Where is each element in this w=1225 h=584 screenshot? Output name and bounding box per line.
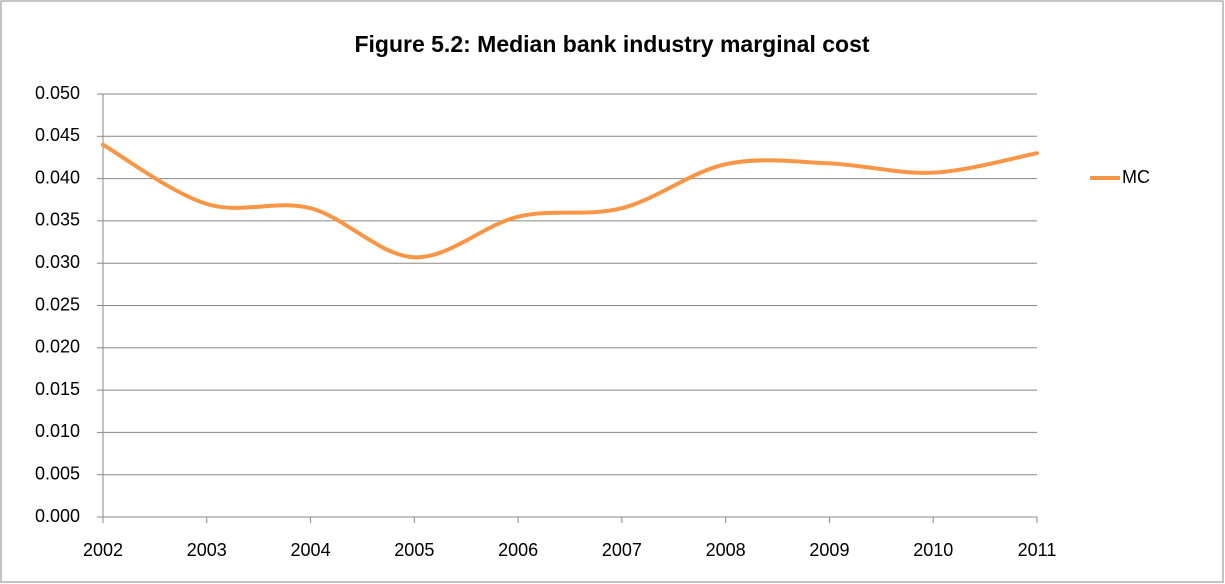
chart-title: Figure 5.2: Median bank industry margina… — [354, 31, 869, 57]
x-tick-label: 2005 — [394, 540, 434, 560]
legend-label: MC — [1122, 167, 1150, 187]
x-tick-label: 2002 — [83, 540, 123, 560]
x-tick-label: 2011 — [1018, 540, 1057, 560]
y-tick-label: 0.020 — [35, 337, 80, 357]
x-tick-label: 2004 — [291, 540, 331, 560]
x-tick-label: 2003 — [187, 540, 227, 560]
y-tick-label: 0.045 — [35, 125, 80, 145]
y-tick-label: 0.000 — [35, 506, 80, 526]
y-tick-label: 0.050 — [35, 83, 80, 103]
y-tick-label: 0.025 — [35, 294, 80, 314]
line — [101, 142, 1039, 260]
y-tick-label: 0.005 — [35, 463, 80, 483]
x-tick-label: 2010 — [913, 540, 953, 560]
x-tick-label: 2007 — [602, 540, 642, 560]
x-tick-label: 2006 — [498, 540, 538, 560]
y-tick-label: 0.030 — [35, 252, 80, 272]
x-tick-label: 2009 — [809, 540, 849, 560]
y-tick-label: 0.015 — [35, 379, 80, 399]
y-tick-label: 0.040 — [35, 167, 80, 187]
y-tick-label: 0.035 — [35, 210, 80, 230]
x-tick-label: 2008 — [706, 540, 746, 560]
y-tick-label: 0.010 — [35, 421, 80, 441]
